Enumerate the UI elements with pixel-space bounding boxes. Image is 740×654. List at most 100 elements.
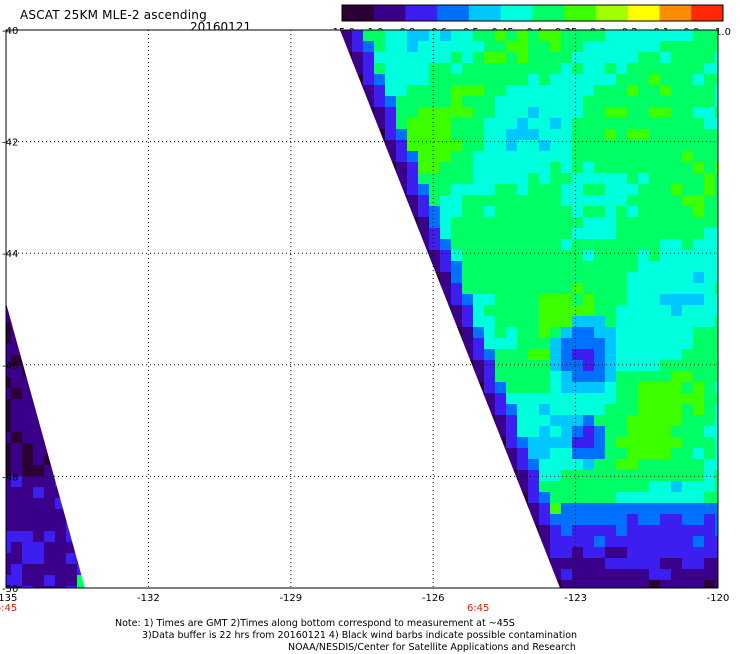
swath-cell: [583, 140, 595, 152]
swath-cell: [704, 228, 716, 240]
swath-cell: [649, 481, 661, 493]
swath-cell: [616, 294, 628, 306]
swath-cell: [715, 404, 718, 416]
swath-cell: [704, 283, 716, 295]
swath-cell: [660, 151, 672, 163]
swath-cell: [715, 547, 718, 559]
swath-cell: [517, 184, 529, 196]
swath-cell: [495, 316, 507, 328]
swath-cell: [605, 206, 617, 218]
swath-cell: [539, 448, 551, 460]
swath-cell: [550, 283, 562, 295]
swath-cell: [429, 41, 441, 53]
swath-cell: [660, 536, 672, 548]
swath-cell: [660, 470, 672, 482]
swath-cell: [693, 514, 705, 526]
swath-cell: [561, 151, 573, 163]
swath-cell: [495, 52, 507, 64]
swath-cell: [594, 118, 606, 130]
swath-cell: [671, 525, 683, 537]
swath-cell: [682, 151, 694, 163]
swath-cell: [682, 217, 694, 229]
swath-cell: [572, 316, 584, 328]
swath-cell: [22, 399, 34, 411]
swath-cell: [649, 107, 661, 119]
swath-cell: [627, 393, 639, 405]
swath-cell: [528, 503, 540, 515]
swath-cell: [693, 195, 705, 207]
lon-tick-label: -132: [137, 593, 160, 604]
swath-cell: [517, 426, 529, 438]
swath-cell: [627, 272, 639, 284]
swath-cell: [572, 569, 584, 581]
swath-cell: [583, 184, 595, 196]
swath-cell: [605, 393, 617, 405]
swath-cell: [572, 382, 584, 394]
swath-cell: [649, 228, 661, 240]
swath-cell: [693, 107, 705, 119]
swath-cell: [22, 421, 34, 433]
swath-cell: [583, 558, 595, 570]
swath-cell: [11, 575, 23, 587]
swath-cell: [693, 371, 705, 383]
swath-cell: [561, 294, 573, 306]
swath-cell: [44, 498, 56, 510]
swath-cell: [605, 360, 617, 372]
swath-cell: [660, 272, 672, 284]
swath-cell: [539, 470, 551, 482]
swath-cell: [682, 492, 694, 504]
swath-cell: [484, 404, 496, 416]
swath-cell: [605, 514, 617, 526]
swath-cell: [616, 41, 628, 53]
swath-cell: [462, 118, 474, 130]
swath-cell: [583, 547, 595, 559]
swath-cell: [605, 52, 617, 64]
swath-cell: [451, 107, 463, 119]
swath-cell: [528, 195, 540, 207]
swath-cell: [594, 184, 606, 196]
swath-cell: [429, 129, 441, 141]
swath-cell: [429, 228, 441, 240]
swath-cell: [715, 393, 718, 405]
swath-cell: [715, 30, 718, 42]
swath-cell: [517, 437, 529, 449]
swath-cell: [638, 503, 650, 515]
swath-cell: [715, 228, 718, 240]
swath-cell: [693, 415, 705, 427]
swath-cell: [44, 531, 56, 543]
swath-cell: [6, 531, 12, 543]
swath-cell: [715, 96, 718, 108]
swath-cell: [473, 228, 485, 240]
swath-cell: [616, 481, 628, 493]
swath-cell: [539, 41, 551, 53]
swath-cell: [77, 575, 85, 587]
swath-cell: [627, 30, 639, 42]
swath-cell: [550, 151, 562, 163]
swath-cell: [473, 173, 485, 185]
swath-cell: [693, 338, 705, 350]
swath-cell: [605, 151, 617, 163]
swath-cell: [660, 503, 672, 515]
swath-cell: [671, 415, 683, 427]
swath-cell: [572, 481, 584, 493]
swath-cell: [407, 30, 419, 42]
swath-cell: [473, 305, 485, 317]
swath-cell: [22, 465, 34, 477]
swath-cell: [616, 85, 628, 97]
swath-cell: [517, 250, 529, 262]
swath-cell: [66, 586, 78, 588]
swath-cell: [627, 580, 639, 588]
swath-cell: [715, 250, 718, 262]
swath-cell: [583, 349, 595, 361]
swath-cell: [704, 492, 716, 504]
swath-cell: [704, 96, 716, 108]
swath-cell: [11, 531, 23, 543]
swath-cell: [473, 52, 485, 64]
swath-cell: [561, 360, 573, 372]
swath-cell: [594, 283, 606, 295]
swath-cell: [693, 173, 705, 185]
swath-cell: [550, 272, 562, 284]
swath-cell: [627, 360, 639, 372]
swath-cell: [528, 217, 540, 229]
swath-cell: [418, 228, 430, 240]
